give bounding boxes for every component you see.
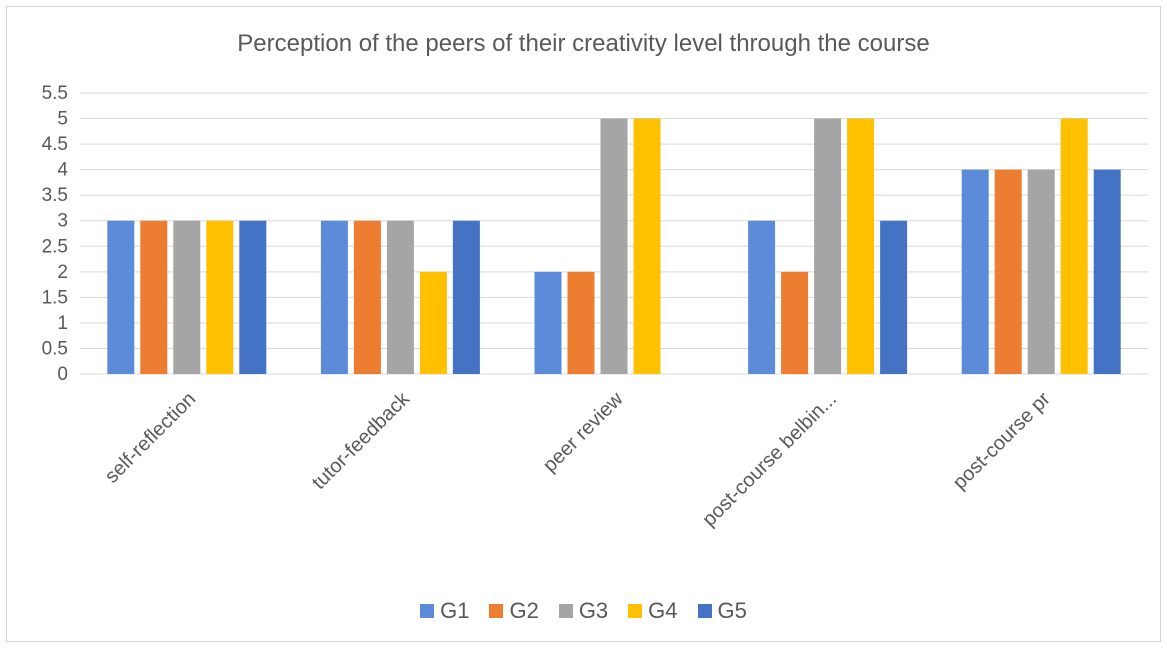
- bar-g3-4: [1027, 169, 1055, 374]
- legend-label: G3: [578, 598, 609, 623]
- legend: G1 G2 G3 G4 G5: [0, 591, 1167, 631]
- legend-item-g1: G1: [420, 598, 469, 624]
- legend-label: G5: [717, 598, 747, 623]
- legend-item-g2: G2: [489, 598, 539, 624]
- legend-swatch: [489, 604, 504, 618]
- chart-title: Perception of the peers of their creativ…: [237, 30, 930, 57]
- y-tick-label: 0: [57, 364, 68, 385]
- legend-swatch: [697, 604, 712, 618]
- bar-g2-2: [567, 271, 595, 374]
- bar-g2-3: [781, 271, 809, 374]
- bar-g5-3: [880, 220, 908, 374]
- bar-g2-1: [353, 220, 381, 374]
- x-category-label: self-reflection: [101, 388, 201, 488]
- legend-item-g5: G5: [697, 598, 747, 624]
- bars: [107, 118, 1121, 374]
- bar-g4-3: [847, 118, 875, 374]
- bar-g2-0: [140, 220, 168, 374]
- legend-swatch: [558, 604, 573, 618]
- bar-g4-0: [206, 220, 234, 374]
- legend-label: G2: [509, 598, 539, 623]
- y-tick-label: 4: [57, 160, 68, 181]
- bar-g3-2: [600, 118, 628, 374]
- legend-swatch: [420, 604, 435, 618]
- bar-g1-0: [107, 220, 135, 374]
- x-category-label: post-course pr: [949, 388, 1055, 494]
- legend-swatch: [628, 604, 643, 618]
- y-tick-label: 2: [57, 262, 68, 283]
- bar-g4-4: [1060, 118, 1088, 374]
- legend-label: G4: [648, 598, 678, 623]
- bar-g3-1: [386, 220, 414, 374]
- y-tick-label: 0.5: [42, 338, 68, 359]
- y-tick-label: 4.5: [42, 134, 68, 155]
- y-tick-label: 1.5: [42, 287, 68, 308]
- x-category-label: post-course belbin...: [698, 388, 841, 531]
- bar-g1-4: [961, 169, 989, 374]
- y-tick-label: 1: [57, 313, 68, 334]
- bar-g3-3: [814, 118, 842, 374]
- bar-g4-2: [633, 118, 661, 374]
- bar-g1-1: [320, 220, 348, 374]
- bar-g1-3: [748, 220, 776, 374]
- bar-g5-0: [239, 220, 267, 374]
- legend-label: G1: [440, 598, 470, 623]
- bar-g5-1: [452, 220, 480, 374]
- legend-item-g3: G3: [558, 598, 609, 624]
- y-axis-ticks: 0 0.5 1 1.5 2 2.5 3 3.5 4 4.5 5 5.5: [42, 83, 69, 385]
- bar-g2-4: [994, 169, 1022, 374]
- y-tick-label: 3: [57, 211, 68, 232]
- legend-item-g4: G4: [628, 598, 678, 624]
- bar-g1-2: [534, 271, 562, 374]
- x-axis-labels: self-reflection tutor-feedback peer review…: [101, 387, 1055, 531]
- y-tick-label: 2.5: [42, 236, 68, 257]
- bar-g3-0: [173, 220, 201, 374]
- bar-g5-4: [1093, 169, 1121, 374]
- bar-g4-1: [419, 271, 447, 374]
- x-category-label: peer review: [539, 388, 628, 477]
- y-tick-label: 5: [57, 109, 68, 130]
- y-tick-label: 3.5: [42, 185, 68, 206]
- y-tick-label: 5.5: [42, 83, 68, 104]
- x-category-label: tutor-feedback: [308, 387, 415, 494]
